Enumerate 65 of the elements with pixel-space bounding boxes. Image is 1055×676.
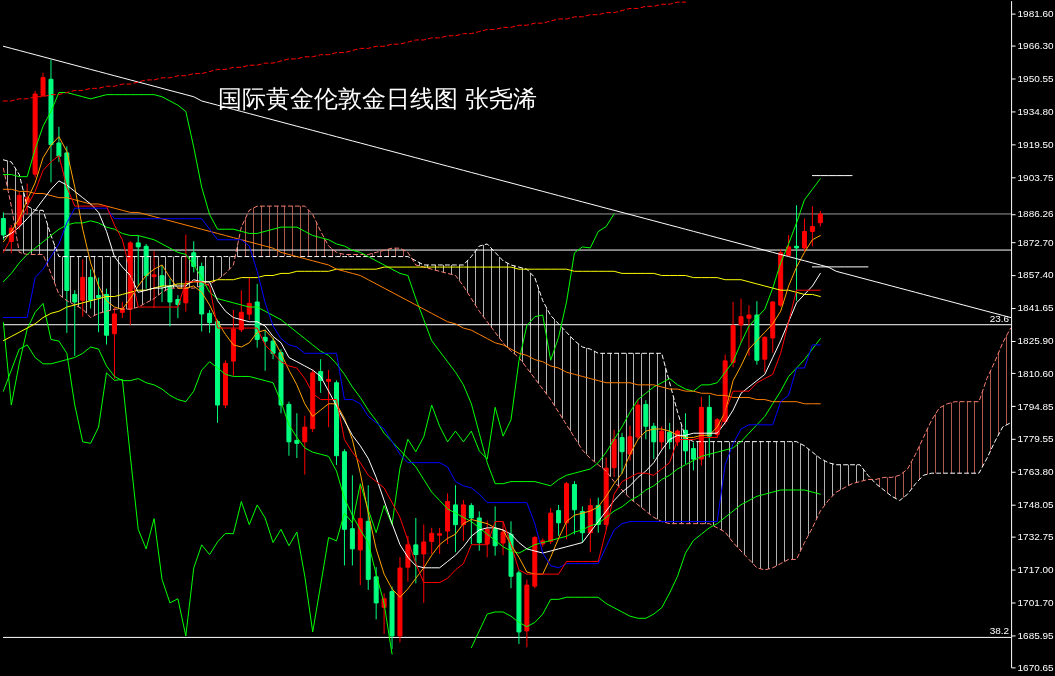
candlestick <box>690 442 696 471</box>
candlestick <box>619 432 625 475</box>
y-tick-label: 1950.55 <box>1017 73 1055 85</box>
line-series <box>2 188 821 405</box>
candlestick <box>452 484 458 553</box>
annotation: 23.6 <box>989 312 1010 324</box>
candlestick <box>746 304 752 357</box>
candlestick <box>500 521 506 556</box>
candlestick <box>326 369 332 428</box>
candlestick <box>556 504 562 537</box>
candlestick <box>659 425 665 450</box>
candlestick <box>135 235 141 287</box>
y-tick-label: 1748.05 <box>1017 499 1055 511</box>
y-tick-label: 1872.70 <box>1017 236 1055 248</box>
y-tick-label: 1810.60 <box>1017 367 1055 379</box>
candlestick <box>437 527 443 555</box>
y-tick-label: 1841.65 <box>1017 302 1055 314</box>
candlestick <box>762 335 768 373</box>
y-tick-label: 1886.26 <box>1017 208 1055 220</box>
y-tick-label: 1732.75 <box>1017 531 1055 543</box>
y-tick-label: 1966.30 <box>1017 40 1055 52</box>
candlestick <box>413 517 419 584</box>
candlestick <box>294 412 300 459</box>
text: 国际黄金伦敦金日线图 张尧浠 <box>217 85 538 114</box>
candlestick <box>627 425 633 462</box>
candlestick <box>183 234 189 313</box>
candlestick <box>468 502 474 545</box>
candlestick <box>349 474 355 566</box>
candlestick <box>111 307 117 380</box>
line-series <box>2 266 821 342</box>
y-tick-label: 1685.95 <box>1017 629 1055 641</box>
candlestick <box>72 289 78 357</box>
candlestick <box>643 399 649 440</box>
candlestick <box>88 268 94 310</box>
y-tick-label: 1934.80 <box>1017 106 1055 118</box>
candlestick <box>270 337 276 360</box>
candlestick <box>40 72 46 98</box>
annotation: 38.2 <box>989 625 1010 637</box>
y-tick-label: 1670.65 <box>1017 661 1055 673</box>
y-tick-label: 1981.60 <box>1017 7 1055 19</box>
y-tick-label: 1763.80 <box>1017 465 1055 477</box>
candlestick <box>96 277 102 333</box>
y-tick-label: 1903.75 <box>1017 171 1055 183</box>
candlestick <box>302 415 308 476</box>
candlestick <box>492 505 498 557</box>
candlestick <box>167 278 173 327</box>
candlestick <box>56 126 62 163</box>
candlestick <box>151 250 157 309</box>
y-tick-label: 1701.70 <box>1017 596 1055 608</box>
candlestick <box>0 211 6 241</box>
candlestick <box>159 264 165 303</box>
candlestick <box>809 205 815 247</box>
candlestick <box>801 218 807 252</box>
candlestick <box>738 298 744 344</box>
candlestick <box>207 309 213 334</box>
candlestick <box>262 329 268 372</box>
y-tick-label: 1825.90 <box>1017 335 1055 347</box>
y-tick-label: 1857.40 <box>1017 269 1055 281</box>
candlestick <box>80 258 86 318</box>
candlestick <box>429 527 435 555</box>
y-tick-label: 1717.00 <box>1017 564 1055 576</box>
y-tick-label: 1794.85 <box>1017 400 1055 412</box>
candlestick <box>794 204 800 302</box>
y-tick-label: 1919.50 <box>1017 138 1055 150</box>
y-tick-label: 1779.55 <box>1017 432 1055 444</box>
